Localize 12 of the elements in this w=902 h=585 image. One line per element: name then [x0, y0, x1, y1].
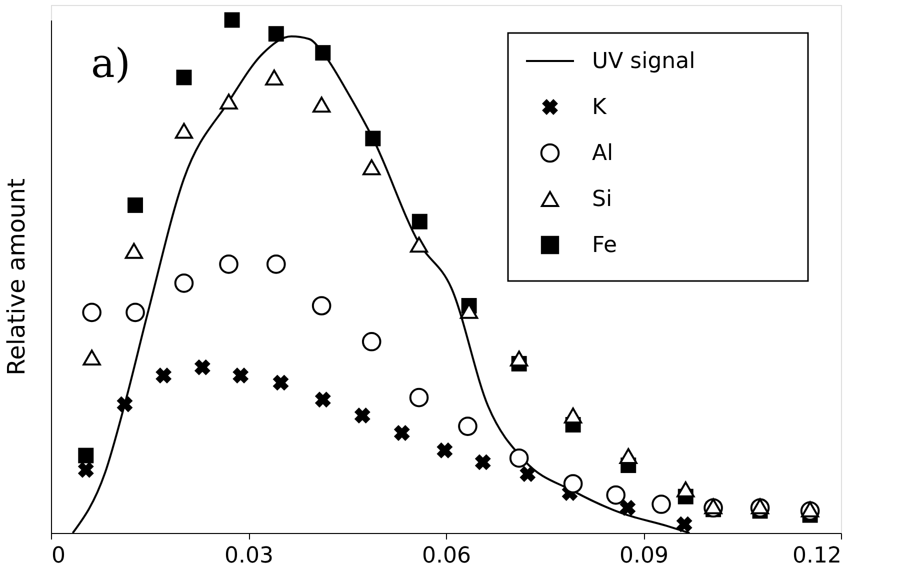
x-tick-label: 0.06 — [422, 544, 471, 568]
legend-label: Fe — [592, 233, 617, 258]
legend-label: UV signal — [592, 49, 696, 74]
x-tick-label: 0.03 — [224, 544, 274, 568]
x-tick-label: 0.09 — [620, 544, 668, 568]
legend-label: Si — [592, 187, 612, 212]
legend-label: Al — [592, 141, 614, 166]
x-tick-label: 0.12 — [792, 544, 842, 568]
y-axis-title: Relative amount — [2, 178, 30, 376]
x-tick-label: 0 — [52, 544, 66, 568]
annotation: a) — [91, 41, 130, 87]
legend-label: K — [592, 95, 607, 120]
